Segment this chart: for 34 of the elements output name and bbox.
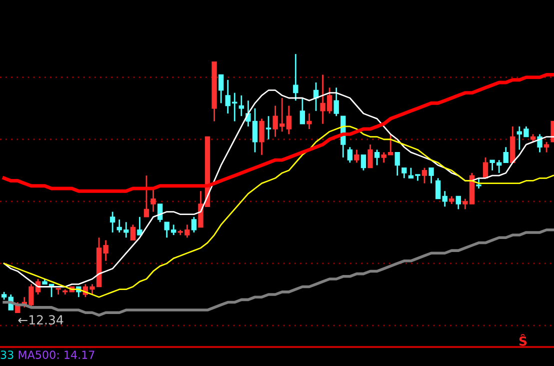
candlestick [238,94,244,117]
candlestick [150,188,156,212]
text: MA500: 14.17 [18,350,94,359]
candlestick [300,97,306,125]
candlestick [374,149,380,166]
candlestick [306,112,312,130]
candlestick [259,118,264,156]
candlestick [334,86,339,117]
candlestick [476,177,482,190]
candlestick [157,203,163,223]
candlestick [544,141,550,153]
candlestick [456,196,461,210]
candlestick [191,216,197,234]
candlestick [293,53,298,102]
candlestick [130,224,136,241]
annotation: ←12.34 [18,315,64,325]
candlestick [266,115,272,140]
candlestick [137,216,142,236]
candlestick [422,167,428,184]
candlestick [394,152,400,176]
candlestick [110,211,116,234]
text: 33 [0,350,14,359]
candlestick [428,167,434,184]
candlestick [368,144,373,169]
candlestick [354,149,360,164]
candlestick [144,174,150,218]
candlestick [402,167,407,179]
candlestick [503,146,508,164]
candlestick [347,146,352,164]
candlestick [56,288,61,296]
text: Ŝ [519,334,527,346]
candlestick [360,154,366,172]
candlestick [218,74,224,104]
candlestick [286,105,292,135]
